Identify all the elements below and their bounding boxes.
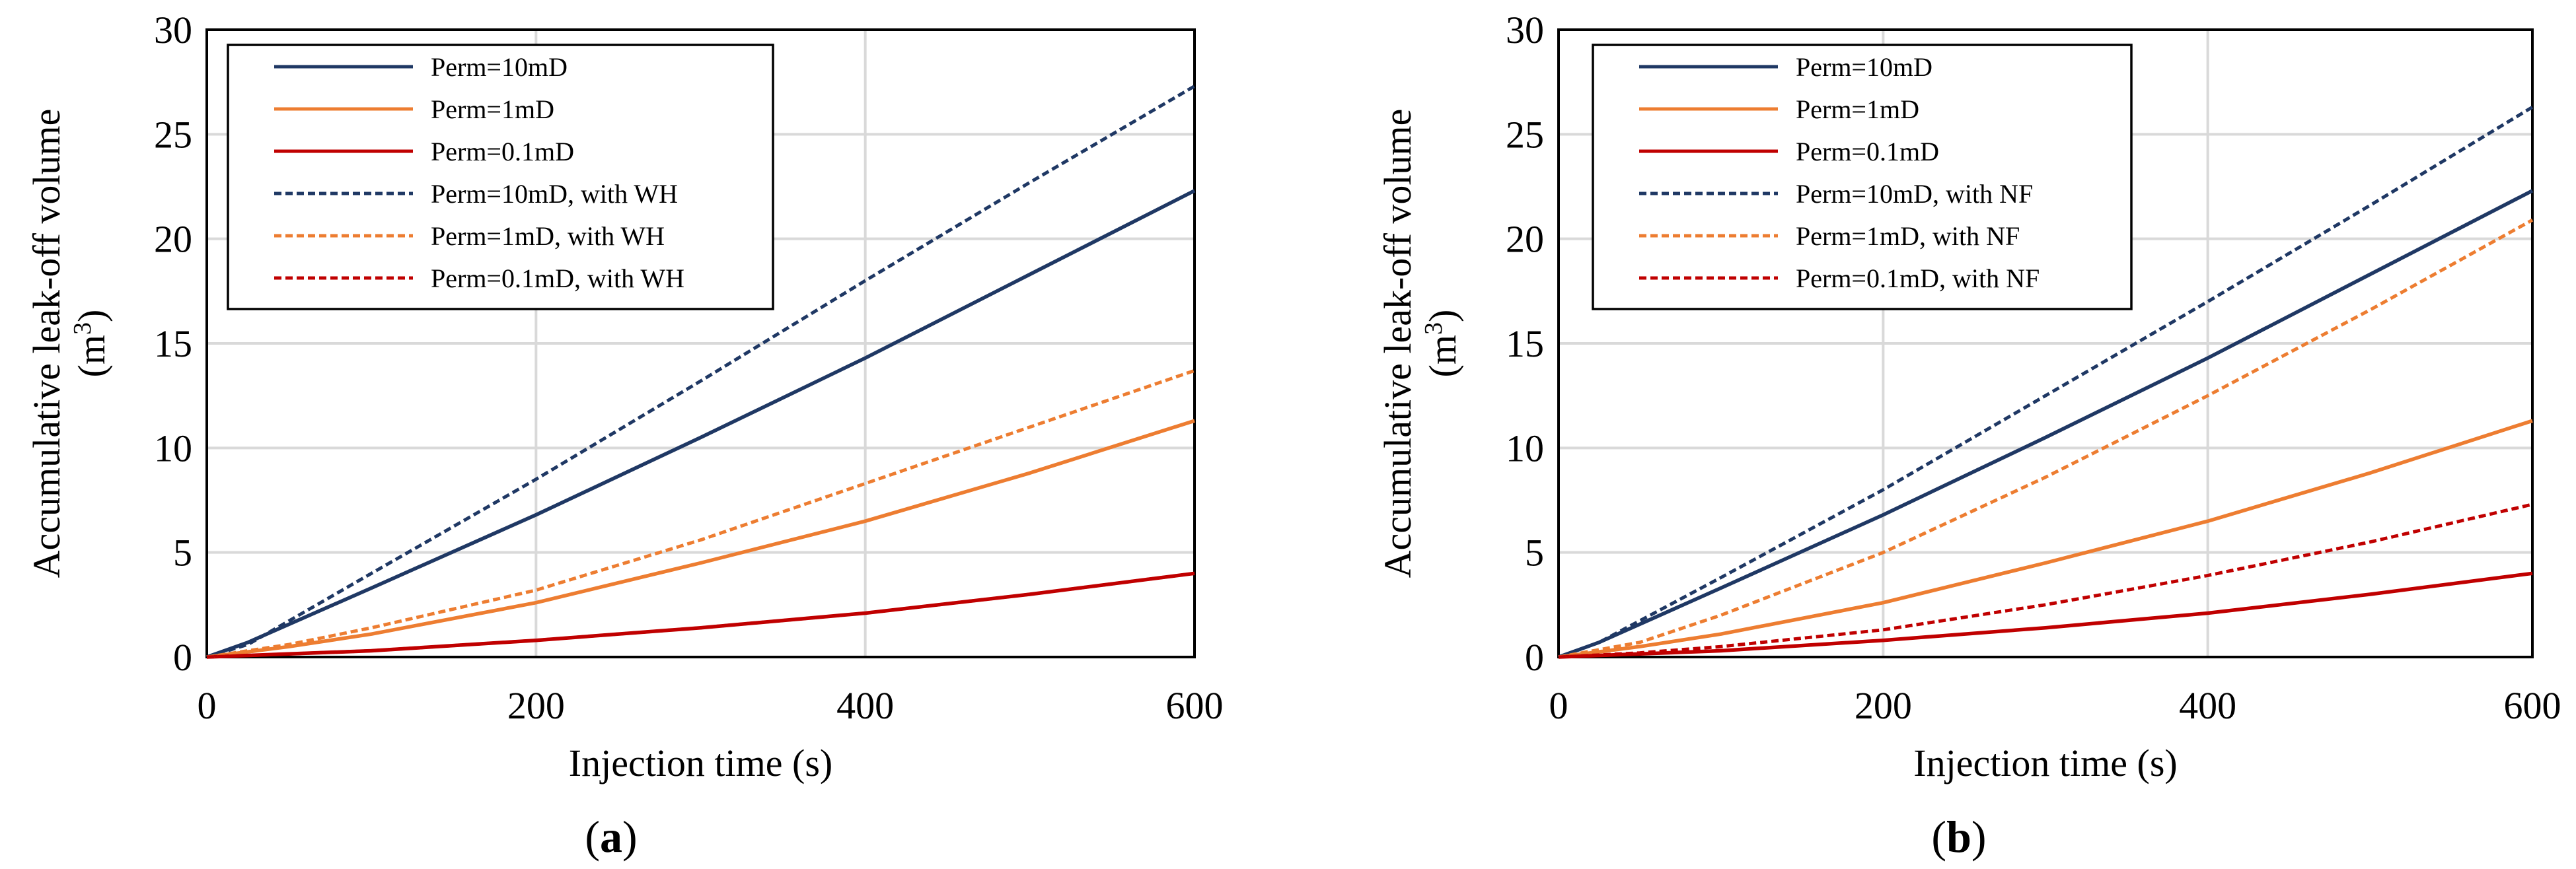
legend-label-2: Perm=1mD: [431, 94, 554, 124]
series-line-3: [1558, 571, 2533, 659]
legend-label-6: Perm=0.1mD, with NF: [1796, 263, 2040, 293]
y-tick-label: 30: [154, 9, 192, 52]
panel-label-close: ): [1971, 812, 1987, 862]
legend-label-1: Perm=10mD: [1796, 52, 1932, 82]
legend-label-3: Perm=0.1mD: [1796, 137, 1939, 166]
series-line-3: [206, 571, 1195, 659]
x-tick-label: 200: [1855, 684, 1912, 727]
series-line-6: [206, 571, 1195, 659]
y-tick-label: 0: [173, 636, 192, 679]
y-tick-label: 15: [154, 322, 192, 365]
y-axis-label: Accumulative leak-off volume: [25, 109, 68, 578]
panel-label-open: (: [1931, 812, 1946, 862]
legend-label-4: Perm=10mD, with WH: [431, 179, 678, 209]
y-tick-label: 25: [1506, 113, 1544, 156]
y-tick-label: 10: [1506, 427, 1544, 469]
series-line-1: [1558, 189, 2534, 659]
y-tick-label: 20: [154, 218, 192, 261]
y-tick-label: 0: [1525, 636, 1544, 679]
plot-frame: [1557, 28, 2534, 658]
panel-label: (a): [585, 812, 637, 862]
x-tick-label: 200: [507, 684, 565, 727]
x-tick-label: 600: [1166, 684, 1224, 727]
panel-label-letter: b: [1946, 812, 1971, 862]
chart-panel-a: 0 5 10 15 20 25 30 0 200 400 600 Injection time (s)…: [25, 9, 1224, 862]
series-line-6: [1558, 503, 2533, 659]
y-axis-label-unit: (m3): [1420, 310, 1464, 378]
panel-label-open: (: [585, 812, 600, 862]
y-axis-unit-base: (m: [70, 335, 113, 377]
y-tick-label: 25: [154, 113, 192, 156]
y-tick-label: 10: [154, 427, 192, 469]
legend-label-5: Perm=1mD, with WH: [431, 221, 665, 251]
y-axis-unit-base: (m: [1421, 335, 1464, 377]
series-line-5: [206, 368, 1195, 659]
y-axis-unit-close: ): [70, 310, 113, 322]
y-axis-unit-superscript: 3: [1420, 322, 1448, 335]
x-tick-label: 400: [2179, 684, 2236, 727]
legend-label-1: Perm=10mD: [431, 52, 568, 82]
y-axis-label: Accumulative leak-off volume: [1376, 109, 1419, 578]
series-line-5: [1558, 219, 2534, 659]
y-tick-label: 20: [1506, 218, 1544, 261]
legend-label-6: Perm=0.1mD, with WH: [431, 263, 684, 293]
series-line-1: [206, 189, 1196, 659]
y-axis-unit-superscript: 3: [69, 322, 96, 335]
y-axis-label-unit: (m3): [69, 310, 113, 378]
series-line-2: [1558, 419, 2533, 659]
legend-box: [1592, 44, 2133, 310]
legend-box: [227, 44, 774, 310]
legend-label-3: Perm=0.1mD: [431, 137, 574, 166]
x-tick-label: 400: [836, 684, 894, 727]
y-tick-label: 5: [1525, 532, 1544, 574]
y-tick-label: 30: [1506, 9, 1544, 52]
x-tick-label: 0: [198, 684, 217, 727]
panel-label: (b): [1931, 812, 1986, 862]
series-line-2: [206, 419, 1195, 659]
x-axis-label: Injection time (s): [1913, 742, 2177, 784]
x-tick-label: 600: [2504, 684, 2561, 727]
panel-label-close: ): [622, 812, 638, 862]
x-tick-label: 0: [1549, 684, 1568, 727]
legend-label-5: Perm=1mD, with NF: [1796, 221, 2020, 251]
y-tick-label: 15: [1506, 322, 1544, 365]
plot-frame: [205, 28, 1196, 658]
legend-label-4: Perm=10mD, with NF: [1796, 179, 2033, 209]
y-tick-label: 5: [173, 532, 192, 574]
chart-panel-b: 0 5 10 15 20 25 30 0 200 400 600 Injection time (s)…: [1376, 9, 2561, 862]
x-axis-label: Injection time (s): [569, 742, 832, 784]
legend: Perm=10mD Perm=1mD Perm=0.1mD Perm=10mD, wi…: [227, 44, 774, 310]
legend: Perm=10mD Perm=1mD Perm=0.1mD Perm=10mD, wi…: [1592, 44, 2133, 310]
panel-label-letter: a: [600, 812, 622, 862]
legend-label-2: Perm=1mD: [1796, 94, 1919, 124]
y-axis-unit-close: ): [1421, 310, 1464, 322]
